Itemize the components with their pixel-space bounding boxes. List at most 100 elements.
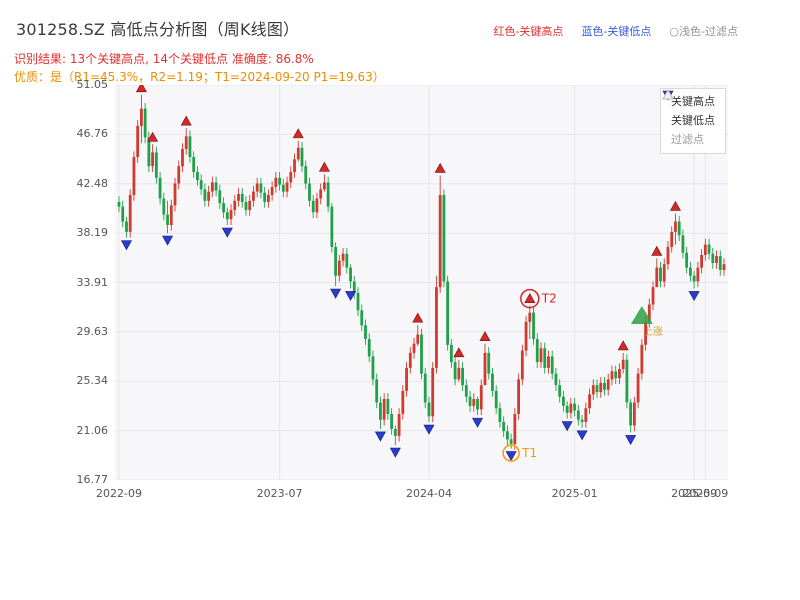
candle-body bbox=[573, 403, 577, 411]
candle-body bbox=[588, 394, 591, 409]
key-low-marker bbox=[221, 227, 233, 238]
legend-item: 关键低点 bbox=[662, 90, 715, 127]
candle-body bbox=[468, 396, 472, 406]
candle-body bbox=[207, 191, 211, 201]
candle-body bbox=[166, 214, 169, 225]
candle-body bbox=[423, 373, 427, 403]
candles-svg: T2 T1 上涨 bbox=[115, 85, 728, 480]
candle-body bbox=[718, 256, 722, 270]
candle-body bbox=[662, 264, 666, 282]
candle-body bbox=[319, 189, 323, 199]
key-high-marker bbox=[292, 128, 304, 139]
key-high-marker bbox=[434, 162, 446, 173]
key-high-marker bbox=[669, 200, 681, 211]
candle-body bbox=[479, 385, 483, 410]
candle-body bbox=[416, 334, 420, 344]
candle-body bbox=[670, 231, 674, 247]
candle-body bbox=[218, 190, 222, 204]
candle-body bbox=[225, 212, 229, 220]
candle-body bbox=[614, 371, 618, 379]
candle-body bbox=[520, 350, 524, 380]
candle-body bbox=[442, 195, 446, 282]
candle-body bbox=[547, 356, 550, 368]
y-tick-label: 29.63 bbox=[76, 324, 109, 338]
x-tick-label: 2024-04 bbox=[405, 487, 452, 500]
candle-body bbox=[449, 344, 453, 363]
key-low-marker bbox=[688, 291, 700, 301]
candle-body bbox=[603, 382, 606, 390]
candle-body bbox=[715, 256, 718, 263]
candle-body bbox=[308, 183, 311, 201]
candle-body bbox=[696, 267, 700, 282]
candle-body bbox=[326, 182, 330, 207]
candle-body bbox=[401, 390, 405, 414]
candle-body bbox=[453, 362, 457, 380]
key-low-marker bbox=[120, 240, 132, 251]
candle-body bbox=[248, 200, 252, 210]
candle-body bbox=[121, 206, 125, 222]
candle-body bbox=[311, 200, 315, 213]
candle-body bbox=[379, 402, 382, 420]
legend-item: 关键高点 bbox=[662, 89, 715, 108]
result-text: 识别结果: 13个关键高点, 14个关键低点 准确度: 86.8% bbox=[14, 52, 314, 66]
key-low-marker bbox=[472, 417, 484, 428]
candle-body bbox=[375, 379, 379, 403]
candle-body bbox=[722, 264, 726, 270]
candle-body bbox=[446, 281, 450, 345]
candle-body bbox=[707, 244, 711, 254]
candle-body bbox=[270, 187, 274, 196]
candle-body bbox=[289, 172, 293, 183]
candle-body bbox=[692, 275, 696, 282]
signal-label: 上涨 bbox=[643, 326, 663, 338]
candle-body bbox=[565, 405, 569, 413]
key-low-marker bbox=[330, 288, 342, 299]
candle-body bbox=[143, 108, 147, 138]
x-tick-label: 2023-07 bbox=[256, 487, 303, 500]
candle-body bbox=[334, 246, 337, 276]
candle-body bbox=[304, 166, 308, 184]
candle-body bbox=[188, 136, 192, 157]
key-high-marker bbox=[524, 293, 536, 303]
t1-circle bbox=[502, 444, 520, 462]
key-low-marker bbox=[162, 235, 174, 246]
candle-body bbox=[532, 312, 535, 340]
candle-body bbox=[229, 210, 233, 220]
candle-body bbox=[274, 177, 278, 187]
candle-body bbox=[364, 325, 367, 339]
candle-body bbox=[659, 267, 662, 282]
candle-body bbox=[408, 352, 412, 368]
candle-body bbox=[580, 419, 584, 422]
candle-body bbox=[517, 379, 520, 414]
key-high-marker bbox=[479, 331, 491, 341]
candle-body bbox=[233, 200, 237, 210]
candle-body bbox=[629, 402, 633, 426]
candle-body bbox=[666, 246, 670, 265]
candle-body bbox=[591, 385, 595, 395]
candle-body bbox=[323, 182, 326, 190]
top-legend-item: ○浅色-过滤点 bbox=[669, 25, 738, 38]
candle-body bbox=[700, 255, 703, 268]
candle-body bbox=[576, 410, 580, 420]
key-low-marker bbox=[423, 424, 435, 435]
candle-body bbox=[558, 385, 562, 397]
candle-body bbox=[498, 408, 502, 422]
candle-body bbox=[412, 343, 416, 353]
candle-body bbox=[528, 312, 532, 322]
candle-body bbox=[483, 352, 487, 386]
x-tick-label: 2025-09 bbox=[671, 487, 718, 500]
candle-body bbox=[382, 399, 386, 420]
candle-body bbox=[509, 439, 513, 444]
candle-body bbox=[644, 321, 647, 345]
candle-body bbox=[281, 184, 285, 192]
triangle-up-light-icon bbox=[662, 89, 674, 100]
top-legend-item: 红色-关键高点 bbox=[493, 25, 564, 38]
candle-body bbox=[315, 198, 319, 213]
candle-body bbox=[674, 221, 677, 232]
candle-body bbox=[356, 293, 360, 311]
candle-body bbox=[255, 183, 259, 192]
candle-body bbox=[345, 253, 349, 268]
candle-body bbox=[625, 359, 629, 403]
candle-body bbox=[599, 382, 603, 393]
candle-body bbox=[621, 359, 625, 369]
